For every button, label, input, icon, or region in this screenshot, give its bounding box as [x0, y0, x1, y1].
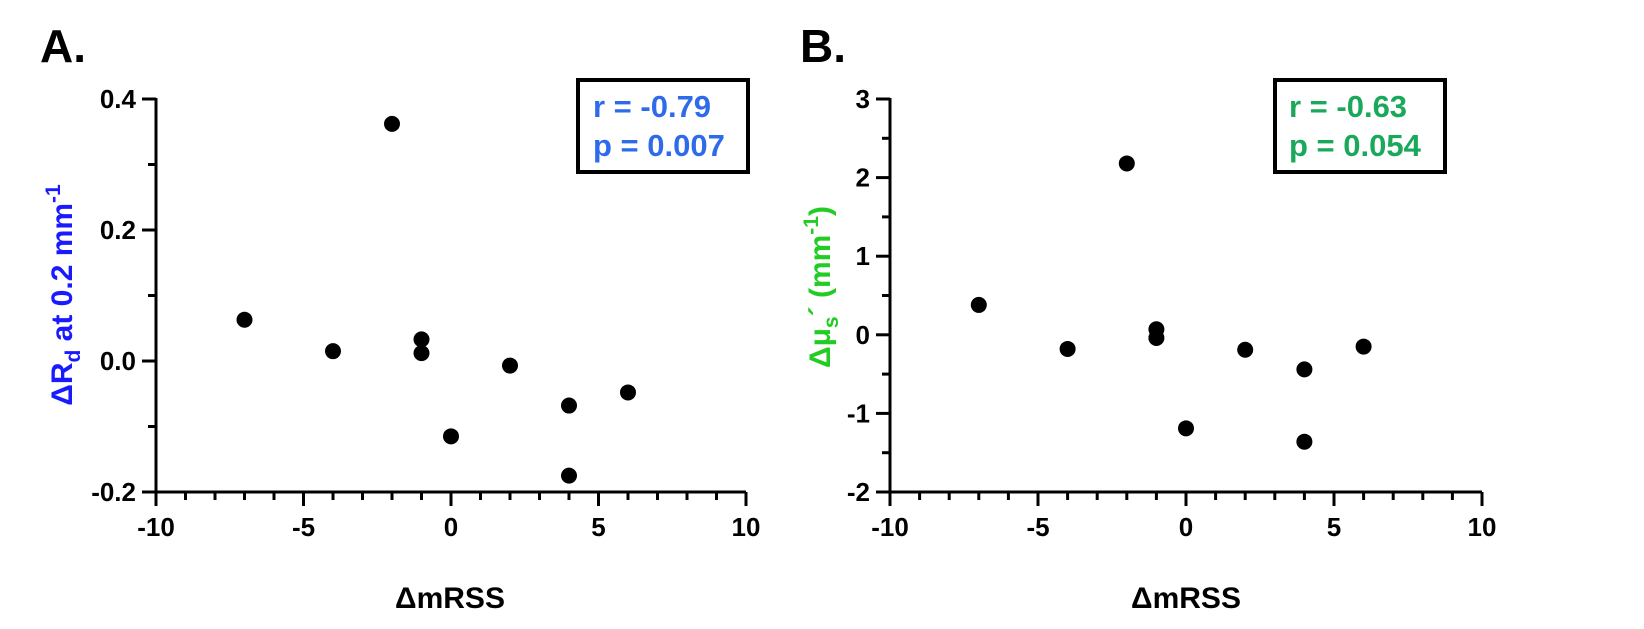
panel-b-ylabel-sub: s [820, 316, 843, 328]
panel-a-y-tick-label: 0.2 [100, 215, 136, 245]
panel-a-data-point [413, 345, 430, 362]
panel-b-x-tick-label: 5 [1327, 512, 1341, 542]
panel-a-x-tick-label: 5 [591, 512, 605, 542]
panel-a-data-point [325, 343, 341, 360]
panel-a-x-tick-label: 10 [732, 512, 761, 542]
panel-b-y-tick-label: -1 [847, 398, 870, 428]
panel-b-y-tick-label: 1 [856, 241, 870, 271]
panel-b-y-tick-label: 2 [856, 163, 870, 193]
panel-a-label: A. [40, 20, 86, 72]
panel-b-label: B. [800, 20, 846, 72]
panel-b-ylabel-suffix: ) [804, 206, 837, 216]
panel-b-data-point [1355, 338, 1372, 355]
panel-a-stat-r: r = -0.79 [593, 89, 711, 124]
panel-b-y-tick-label: 0 [856, 320, 870, 350]
panel-b-data-point [1148, 329, 1165, 346]
panel-a-data-point [443, 428, 459, 445]
panel-b-ylabel-prefix: Δμ [804, 328, 837, 368]
panel-b-x-tick-label: 0 [1179, 512, 1193, 542]
panel-b-ylabel-sup: -1 [800, 216, 823, 235]
panel-a-axes: -10 -5 0 5 10 -0.2 0.0 0.2 0.4 [91, 84, 760, 542]
panel-a-data-point [413, 331, 430, 348]
panel-b-x-tick-label: -10 [871, 512, 909, 542]
panel-a-ylabel-mid: at 0.2 mm [46, 203, 79, 350]
panel-a-data-point [561, 467, 577, 484]
panel-a-y-axis-title: ΔRd at 0.2 mm-1 [42, 184, 85, 406]
panel-b-data-point [1118, 155, 1135, 172]
panel-a-data-point [561, 397, 577, 414]
panel-b-data-point [1059, 340, 1076, 357]
panel-b-data-point [1296, 433, 1313, 450]
panel-a-stat-p: p = 0.007 [593, 128, 725, 163]
panel-b-y-tick-label: 3 [856, 84, 870, 114]
panel-b-stat-r: r = -0.63 [1289, 89, 1407, 124]
panel-a: A. -10 -5 0 5 10 -0.2 0.0 0.2 0.4 ΔmRSS ΔRd at 0… [40, 20, 760, 615]
panel-b-y-tick-label: -2 [847, 477, 870, 507]
panel-b-data-point [1237, 341, 1254, 358]
panel-a-x-tick-label: -10 [137, 512, 175, 542]
panel-b-data-point [1178, 420, 1194, 437]
panel-a-x-tick-label: -5 [292, 512, 315, 542]
panel-a-x-axis-title: ΔmRSS [395, 582, 505, 615]
panel-a-ylabel-sub: d [62, 350, 85, 363]
panel-b-ylabel-mid: ´ (mm [804, 235, 837, 317]
panel-a-points [236, 115, 636, 484]
panel-a-x-tick-label: 0 [444, 512, 458, 542]
panel-a-data-point [502, 357, 518, 374]
panel-b-x-tick-label: 10 [1468, 512, 1497, 542]
panel-b-stats-box: r = -0.63 p = 0.054 [1273, 78, 1447, 174]
panel-a-y-tick-label: -0.2 [91, 477, 136, 507]
panel-a-data-point [236, 311, 253, 328]
panel-b-x-axis-title: ΔmRSS [1131, 582, 1241, 615]
panel-b-x-tick-label: -5 [1026, 512, 1049, 542]
panel-b-data-point [970, 296, 987, 313]
panel-a-stats-box: r = -0.79 p = 0.007 [576, 78, 750, 174]
panel-b-points [970, 155, 1372, 450]
panel-a-y-tick-label: 0.4 [100, 84, 137, 114]
panel-a-ylabel-sup: -1 [42, 184, 65, 203]
panel-b-data-point [1296, 361, 1313, 378]
panel-a-data-point [384, 115, 400, 132]
panel-a-ylabel-prefix: ΔR [46, 362, 79, 406]
panel-b-y-axis-title: Δμs´ (mm-1) [800, 206, 843, 368]
panel-b-stat-p: p = 0.054 [1289, 128, 1422, 163]
panel-a-y-tick-label: 0.0 [100, 346, 136, 376]
panel-a-data-point [620, 384, 636, 401]
